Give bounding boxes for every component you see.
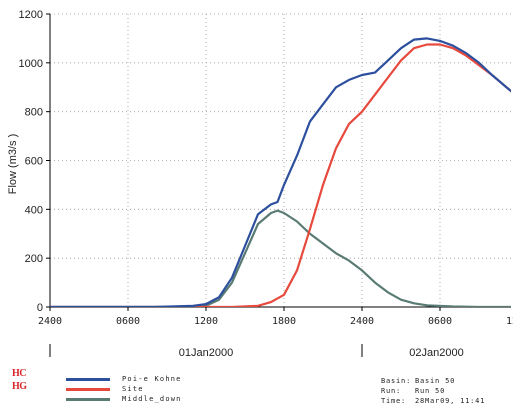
info-value: Run 50 xyxy=(415,387,445,397)
x-tick-label: 1200 xyxy=(506,316,513,327)
legend-label: Site xyxy=(122,385,144,393)
y-tick-label: 600 xyxy=(25,156,43,168)
legend-swatch xyxy=(66,378,110,381)
info-value: Basin 50 xyxy=(415,377,455,387)
x-tick-label: 1800 xyxy=(272,316,296,327)
x-tick-label: 2400 xyxy=(350,316,374,327)
info-row: Time: 28Mar09, 11:41 xyxy=(381,397,485,407)
plot-area xyxy=(50,14,511,307)
legend-label: Poi-e Kohne xyxy=(122,375,182,383)
logo-line-2: HG xyxy=(12,380,27,393)
info-row: Run: Run 50 xyxy=(381,387,485,397)
y-tick-label: 0 xyxy=(37,302,43,314)
y-tick-label: 200 xyxy=(25,253,43,265)
y-axis-title: Flow (m3/s ) xyxy=(7,134,19,195)
legend-item: Poi-e Kohne xyxy=(66,374,182,384)
date-label: 02Jan2000 xyxy=(409,347,463,359)
x-tick-label: 0600 xyxy=(428,316,452,327)
info-row: Basin: Basin 50 xyxy=(381,377,485,387)
info-value: 28Mar09, 11:41 xyxy=(415,397,485,407)
y-tick-label: 800 xyxy=(25,107,43,119)
x-axis: 2400060012001800240006001200180024000600… xyxy=(38,307,513,327)
info-key: Basin: xyxy=(381,377,415,387)
y-tick-label: 1000 xyxy=(19,58,43,70)
logo-line-1: HC xyxy=(12,367,27,380)
legend-label: Middle_down xyxy=(122,395,182,403)
run-info: Basin: Basin 50 Run: Run 50 Time: 28Mar09, 11… xyxy=(381,377,485,407)
hydrograph-chart: 0 200 400 600 800 1000 1200 2400 0600 1200 1800 24… xyxy=(0,0,513,363)
legend-item: Site xyxy=(66,384,182,394)
legend: Poi-e Kohne Site Middle_down xyxy=(66,374,182,404)
legend-swatch xyxy=(66,398,110,401)
footer: HC HG Poi-e Kohne Site Middle_down Basin: B… xyxy=(0,363,513,408)
x-tick-label: 0600 xyxy=(116,316,140,327)
legend-item: Middle_down xyxy=(66,394,182,404)
y-tick-label: 400 xyxy=(25,204,43,216)
y-axis: 0 200 400 600 800 1000 1200 xyxy=(19,9,50,314)
hec-hms-logo: HC HG xyxy=(12,367,27,393)
info-key: Run: xyxy=(381,387,415,397)
legend-swatch xyxy=(66,388,110,391)
x-tick-label: 1200 xyxy=(194,316,218,327)
date-row: 01Jan200002Jan200003Jan2000 xyxy=(50,344,513,359)
y-tick-label: 1200 xyxy=(19,9,43,21)
x-tick-label: 2400 xyxy=(38,316,62,327)
date-label: 01Jan2000 xyxy=(179,347,233,359)
info-key: Time: xyxy=(381,397,415,407)
